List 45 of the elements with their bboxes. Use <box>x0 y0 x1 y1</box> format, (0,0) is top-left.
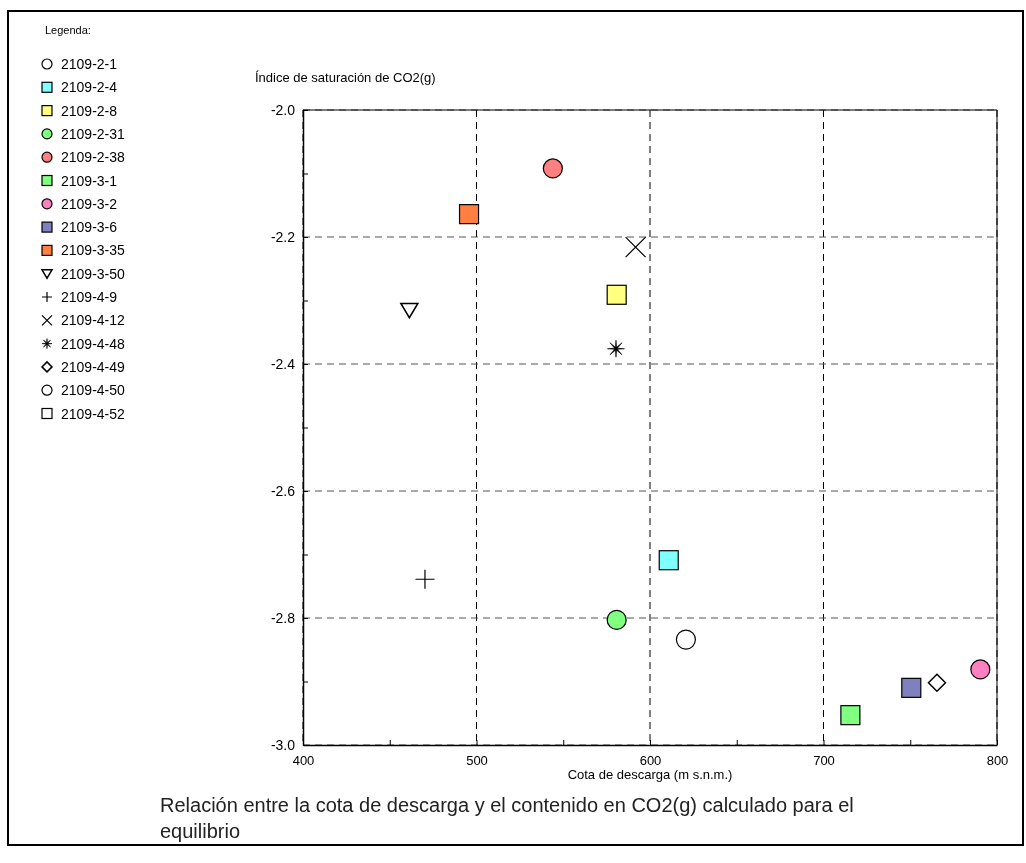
point <box>927 673 947 693</box>
legend-label: 2109-4-9 <box>61 289 118 305</box>
legend-label: 2109-3-6 <box>61 219 118 236</box>
legend-label: 2109-3-35 <box>61 242 126 259</box>
point <box>840 705 861 726</box>
x-tick-label: 700 <box>813 752 835 768</box>
x-tick-label: 600 <box>639 752 662 768</box>
y-tick-label: -2.6 <box>270 482 296 499</box>
point <box>606 284 627 305</box>
x-tick-label: 400 <box>292 752 315 768</box>
point <box>625 236 647 258</box>
legend-label: 2109-2-8 <box>61 102 118 119</box>
point <box>658 550 679 571</box>
point <box>970 659 991 680</box>
point <box>400 302 419 319</box>
point <box>607 339 625 358</box>
point <box>458 204 480 225</box>
legend-label: 2109-4-49 <box>61 358 126 375</box>
legend-label: 2109-3-2 <box>61 195 118 212</box>
legend-title: Legenda: <box>45 24 91 36</box>
legend-label: 2109-4-52 <box>61 405 126 422</box>
legend-label: 2109-2-4 <box>61 79 118 96</box>
y-axis-title: Índice de saturación de CO2(g) <box>255 70 436 85</box>
y-tick-label: -2.4 <box>270 355 296 372</box>
y-tick-label: -3.0 <box>270 736 296 753</box>
y-tick-label: -2.0 <box>270 101 296 118</box>
y-tick-label: -2.8 <box>270 609 296 626</box>
point <box>542 158 563 179</box>
x-tick-label: 800 <box>986 752 1009 768</box>
legend-label: 2109-2-1 <box>61 56 118 72</box>
legend-label: 2109-3-50 <box>61 265 126 282</box>
legend-label: 2109-4-12 <box>61 312 126 329</box>
point <box>901 677 922 698</box>
legend-label: 2109-4-48 <box>61 335 126 352</box>
point <box>606 609 627 631</box>
legend-label: 2109-3-1 <box>61 172 118 189</box>
point <box>675 629 697 650</box>
point <box>414 569 436 590</box>
legend-label: 2109-2-31 <box>61 125 126 142</box>
legend-label: 2109-2-38 <box>61 149 126 166</box>
legend-label: 2109-4-50 <box>61 382 126 399</box>
x-tick-label: 500 <box>466 752 488 768</box>
x-axis-title: Cota de descarga (m s.n.m.) <box>567 767 733 782</box>
text: Relación entre la cota de descarga y el contenido en CO2(g) calculado para el equilibrio <box>160 793 855 844</box>
y-tick-label: -2.2 <box>270 228 296 245</box>
